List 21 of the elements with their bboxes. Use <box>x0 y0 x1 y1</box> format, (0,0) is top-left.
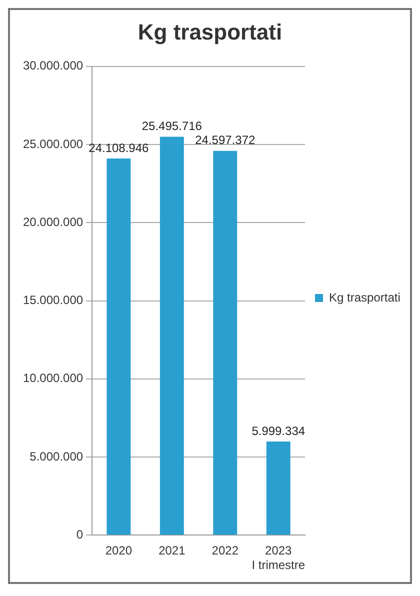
data-label: 25.495.716 <box>142 119 202 134</box>
y-tick-label: 0 <box>76 528 84 542</box>
y-tick-label: 15.000.000 <box>22 293 84 308</box>
x-tick-label: 2020 <box>105 544 132 558</box>
bar <box>160 136 184 535</box>
bar <box>106 158 131 535</box>
data-label: 24.597.372 <box>195 133 256 148</box>
bar <box>213 150 238 535</box>
x-tick-label: 2023 I trimestre <box>252 544 306 572</box>
data-label: 5.999.334 <box>252 424 306 438</box>
y-tick-label: 30.000.000 <box>22 58 84 73</box>
x-tick-label: 2022 <box>212 544 239 558</box>
y-tick-label: 10.000.000 <box>22 371 84 386</box>
x-tick-label: 2021 <box>158 544 186 558</box>
y-tick-label: 25.000.000 <box>22 136 84 151</box>
y-tick-label: 20.000.000 <box>22 214 84 229</box>
data-label: 24.108.946 <box>88 140 150 155</box>
legend-label: Kg trasportati <box>329 290 400 304</box>
y-tick-label: 5.000.000 <box>30 449 84 464</box>
chart-title: Kg trasportati <box>138 19 282 44</box>
bar <box>266 441 290 535</box>
